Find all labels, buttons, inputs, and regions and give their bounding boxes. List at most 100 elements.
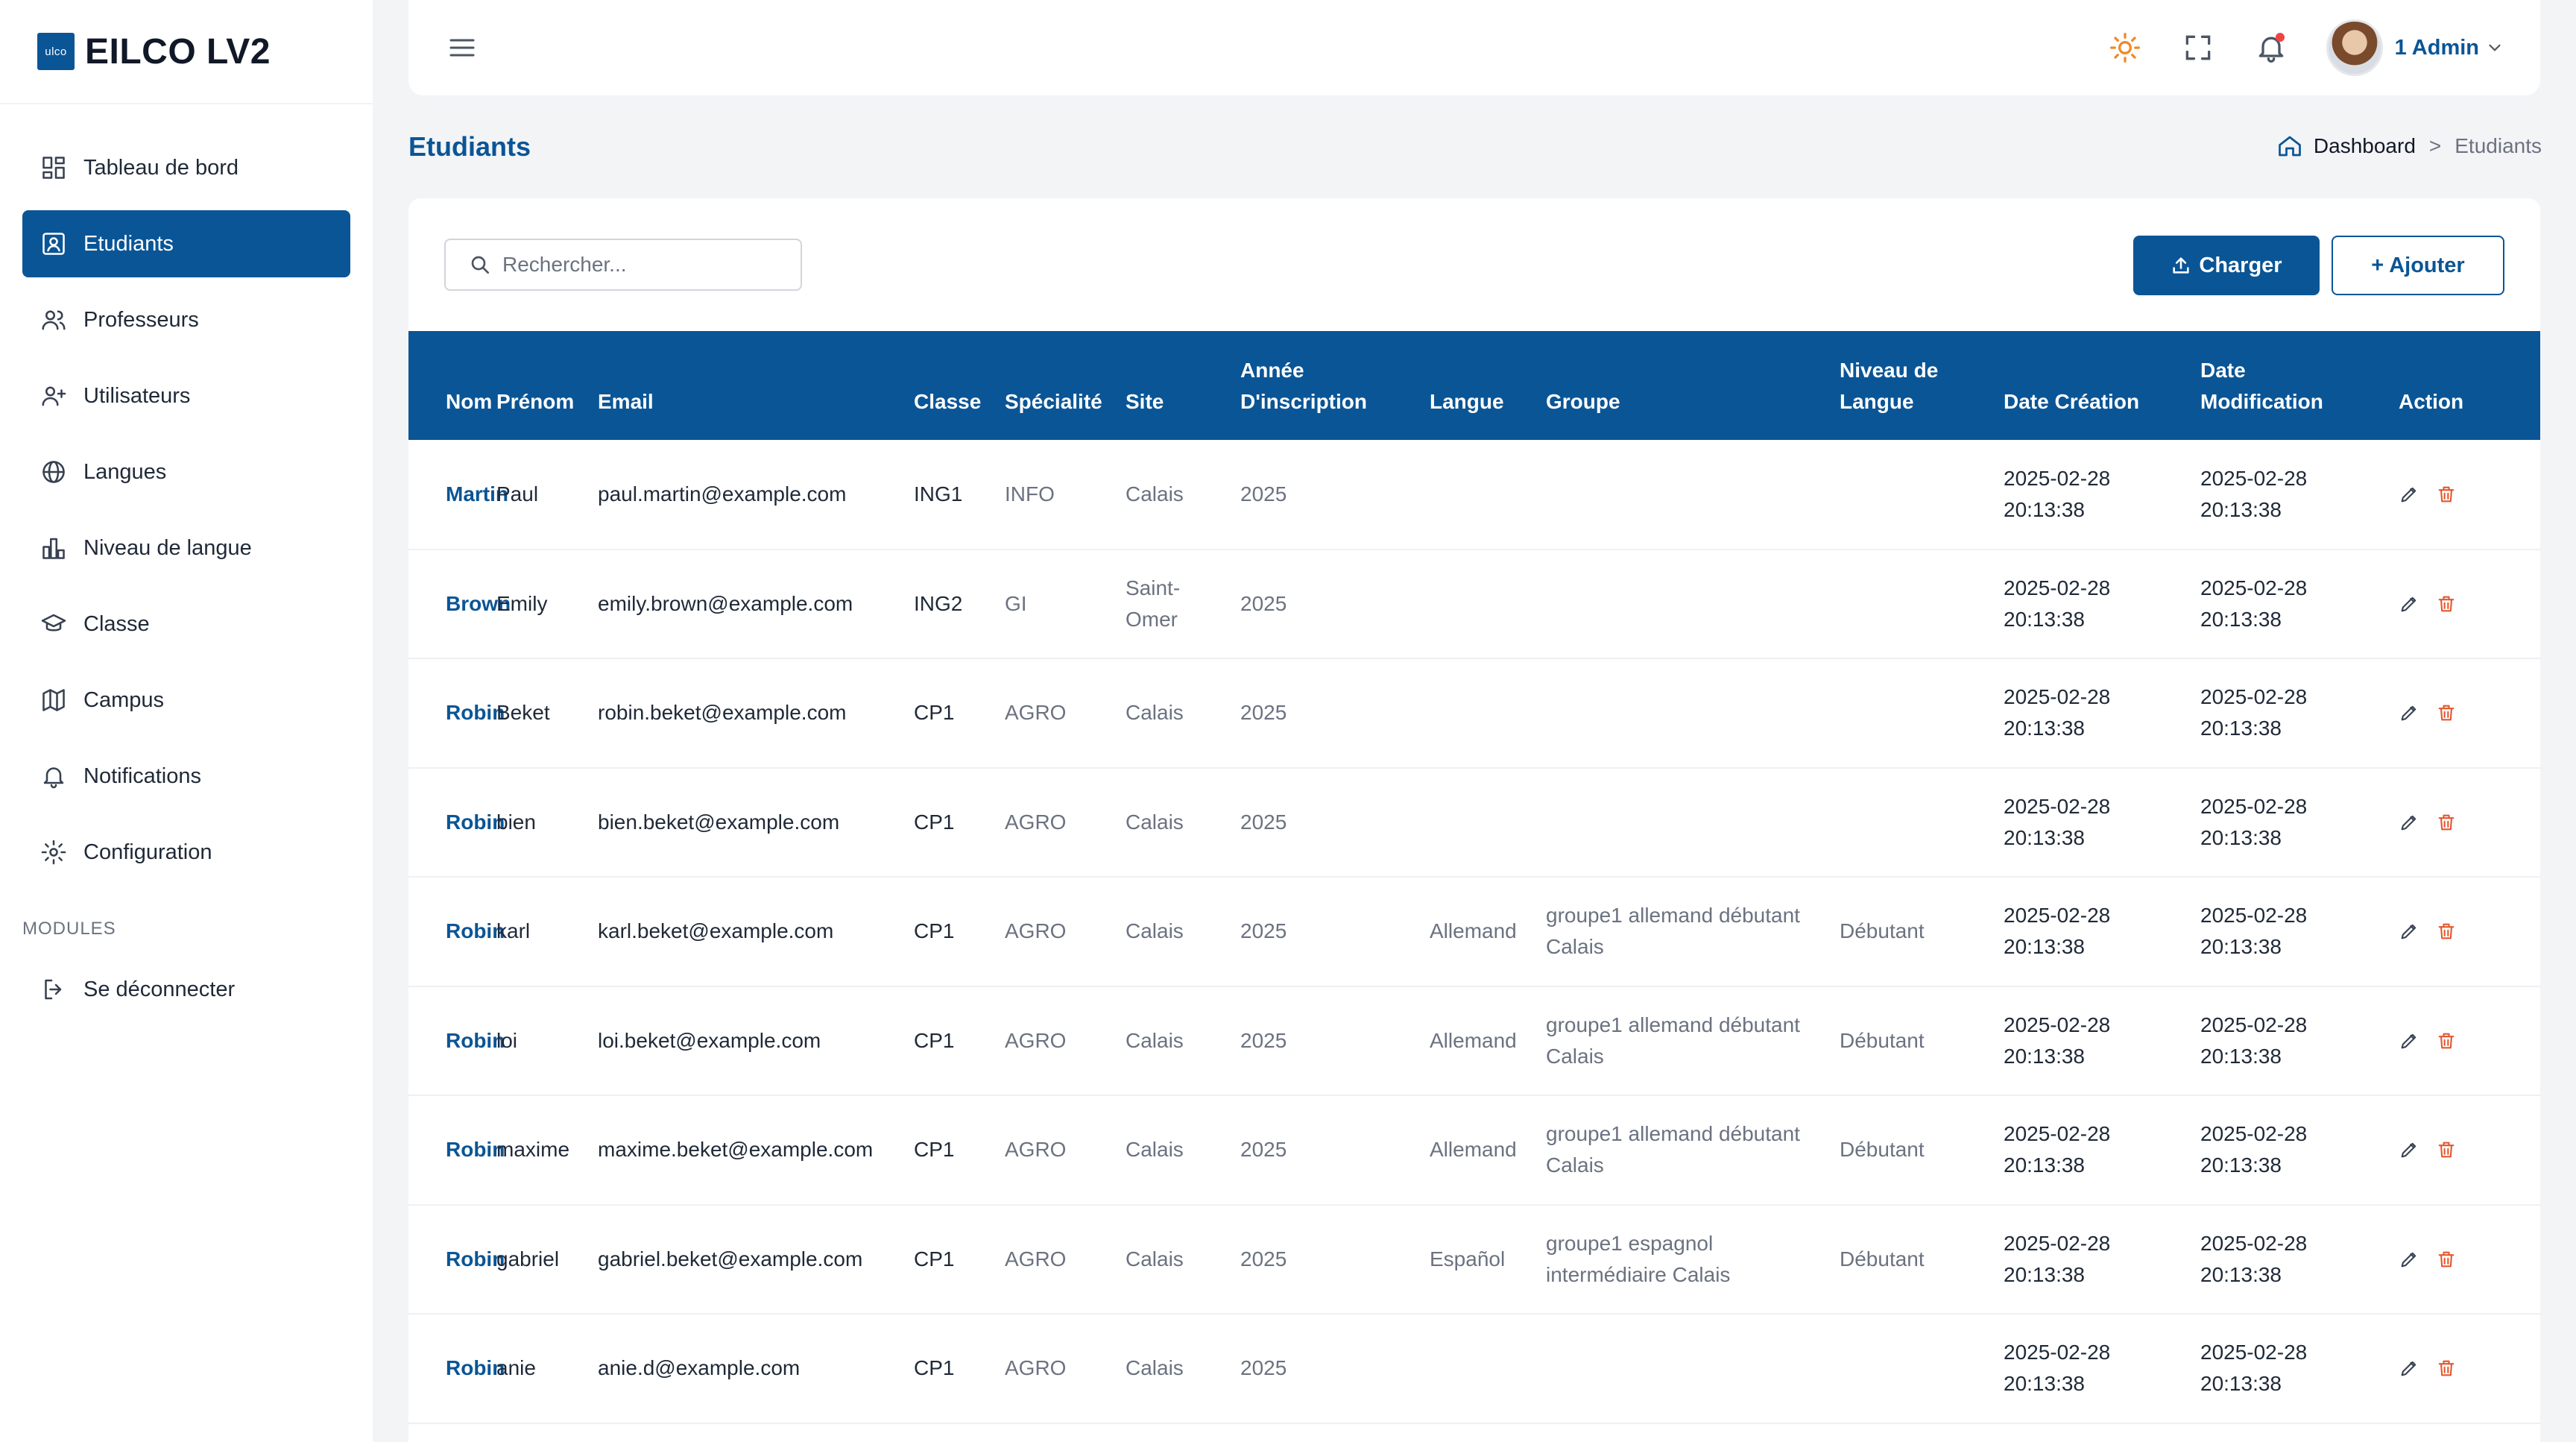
header-annee[interactable]: Année D'inscription: [1240, 359, 1367, 413]
table-row[interactable]: Robin anie anie.d@example.com CP1 AGRO Calais…: [408, 1314, 2540, 1423]
sidebar-item-classe[interactable]: Classe: [22, 591, 350, 658]
delete-icon[interactable]: [2436, 1030, 2457, 1051]
cell-nom[interactable]: Robin: [446, 810, 505, 834]
sidebar-item-campus[interactable]: Campus: [22, 667, 350, 734]
cell-action: [2399, 1314, 2540, 1423]
edit-icon[interactable]: [2399, 702, 2419, 723]
sidebar-nav: Tableau de bord Etudiants Professeurs Utili…: [0, 104, 373, 1023]
add-button[interactable]: + Ajouter: [2332, 236, 2504, 295]
table-row[interactable]: Robin maxime maxime.beket@example.com CP1 AG…: [408, 1095, 2540, 1205]
chevron-down-icon[interactable]: [2485, 38, 2504, 57]
edit-icon[interactable]: [2399, 1249, 2419, 1270]
edit-icon[interactable]: [2399, 1358, 2419, 1379]
delete-icon[interactable]: [2436, 594, 2457, 614]
sidebar-item-logout[interactable]: Se déconnecter: [22, 956, 350, 1023]
delete-icon[interactable]: [2436, 1358, 2457, 1379]
cell-nom[interactable]: Robin: [446, 701, 505, 725]
home-icon[interactable]: [2276, 133, 2303, 160]
header-email[interactable]: Email: [598, 390, 654, 413]
cell-nom[interactable]: Robin: [446, 919, 505, 943]
sidebar-item-tableau-de-bord[interactable]: Tableau de bord: [22, 134, 350, 201]
header-nom[interactable]: Nom: [446, 390, 493, 413]
cell-annee: 2025: [1240, 482, 1287, 506]
cell-nom[interactable]: Brown: [446, 591, 511, 615]
table-row[interactable]: Robin Beket robin.beket@example.com CP1 AGRO…: [408, 658, 2540, 768]
cell-groupe: groupe1 allemand débutant Calais: [1546, 1122, 1800, 1177]
table-row[interactable]: Robin bien bien.beket@example.com CP1 AGRO Ca…: [408, 768, 2540, 878]
sidebar-icon-wrap: [40, 154, 67, 181]
delete-icon[interactable]: [2436, 921, 2457, 942]
sidebar-icon-wrap: [40, 459, 67, 485]
upload-icon: [2173, 257, 2190, 274]
header-creation[interactable]: Date Création: [2004, 390, 2140, 413]
row-actions: [2399, 921, 2540, 942]
sidebar-item-utilisateurs[interactable]: Utilisateurs: [22, 362, 350, 429]
theme-toggle-button[interactable]: [2107, 30, 2143, 66]
cell-nom[interactable]: Robin: [446, 1356, 505, 1380]
sidebar-item-etudiants[interactable]: Etudiants: [22, 210, 350, 277]
cell-site: Calais: [1126, 1138, 1184, 1162]
sidebar-item-professeurs[interactable]: Professeurs: [22, 286, 350, 353]
cell-annee: 2025: [1240, 919, 1287, 943]
cell-nom[interactable]: Martin: [446, 482, 508, 506]
edit-icon[interactable]: [2399, 594, 2419, 614]
cell-nom[interactable]: Robin: [446, 1138, 505, 1162]
sidebar-item-langues[interactable]: Langues: [22, 438, 350, 506]
delete-icon[interactable]: [2436, 702, 2457, 723]
cell-annee: 2025: [1240, 1138, 1287, 1162]
cell-nom[interactable]: Robin: [446, 1028, 505, 1052]
edit-icon[interactable]: [2399, 1139, 2419, 1160]
edit-icon[interactable]: [2399, 484, 2419, 505]
delete-icon[interactable]: [2436, 484, 2457, 505]
upload-button[interactable]: Charger: [2133, 236, 2320, 295]
header-site[interactable]: Site: [1126, 390, 1164, 413]
cell-annee: 2025: [1240, 810, 1287, 834]
cell-creation: 2025-02-28 20:13:38: [2004, 466, 2111, 521]
fullscreen-button[interactable]: [2180, 30, 2216, 66]
cell-nom[interactable]: Robin: [446, 1247, 505, 1271]
table-row[interactable]: Robin loi loi.beket@example.com CP1 AGRO Cala…: [408, 986, 2540, 1095]
header-prenom[interactable]: Prénom: [496, 390, 575, 413]
brand[interactable]: ulco EILCO LV2: [0, 0, 373, 104]
table-row[interactable]: Robin karl karl.beket@example.com CP1 AGRO Ca…: [408, 877, 2540, 986]
header-groupe[interactable]: Groupe: [1546, 390, 1620, 413]
breadcrumb-dashboard-link[interactable]: Dashboard: [2313, 134, 2416, 157]
sidebar-item-configuration[interactable]: Configuration: [22, 819, 350, 886]
delete-icon[interactable]: [2436, 812, 2457, 833]
cell-prenom: Beket: [496, 701, 550, 725]
edit-icon[interactable]: [2399, 921, 2419, 942]
header-niveau[interactable]: Niveau de Langue: [1840, 359, 1939, 413]
cell-groupe: [1546, 768, 1840, 878]
sidebar-item-label: Professeurs: [83, 307, 199, 332]
delete-icon[interactable]: [2436, 1139, 2457, 1160]
search-input[interactable]: [502, 253, 786, 277]
notifications-button[interactable]: [2253, 30, 2289, 66]
sidebar-item-niveau-de-langue[interactable]: Niveau de langue: [22, 514, 350, 582]
cell-creation: 2025-02-28 20:13:38: [2004, 1231, 2111, 1286]
delete-icon[interactable]: [2436, 1249, 2457, 1270]
edit-icon[interactable]: [2399, 812, 2419, 833]
cell-langue: [1430, 658, 1546, 768]
table-row[interactable]: Martin Paul paul.martin@example.com ING1 INF…: [408, 440, 2540, 550]
table-row[interactable]: Brown Emily emily.brown@example.com ING2 GI S…: [408, 550, 2540, 658]
cell-annee: 2025: [1240, 1247, 1287, 1271]
cell-groupe: [1546, 440, 1840, 550]
user-name[interactable]: 1 Admin: [2394, 35, 2479, 60]
cell-modification: 2025-02-28 20:13:38: [2200, 904, 2308, 959]
cell-email: karl.beket@example.com: [598, 919, 834, 943]
cell-creation: 2025-02-28 20:13:38: [2004, 1013, 2111, 1068]
avatar[interactable]: [2326, 19, 2383, 76]
sidebar-item-notifications[interactable]: Notifications: [22, 743, 350, 810]
search-icon: [471, 256, 489, 274]
cell-modification: 2025-02-28 20:13:38: [2200, 576, 2308, 631]
users-icon: [42, 310, 66, 330]
edit-icon[interactable]: [2399, 1030, 2419, 1051]
search-box[interactable]: [444, 239, 802, 291]
header-classe[interactable]: Classe: [914, 390, 982, 413]
header-modification[interactable]: Date Modification: [2200, 359, 2323, 413]
header-langue[interactable]: Langue: [1430, 390, 1504, 413]
cell-prenom: anie: [496, 1356, 536, 1380]
table-row[interactable]: Robin gabriel gabriel.beket@example.com CP1…: [408, 1205, 2540, 1314]
menu-toggle-icon[interactable]: [447, 33, 477, 63]
header-specialite[interactable]: Spécialité: [1005, 390, 1102, 413]
